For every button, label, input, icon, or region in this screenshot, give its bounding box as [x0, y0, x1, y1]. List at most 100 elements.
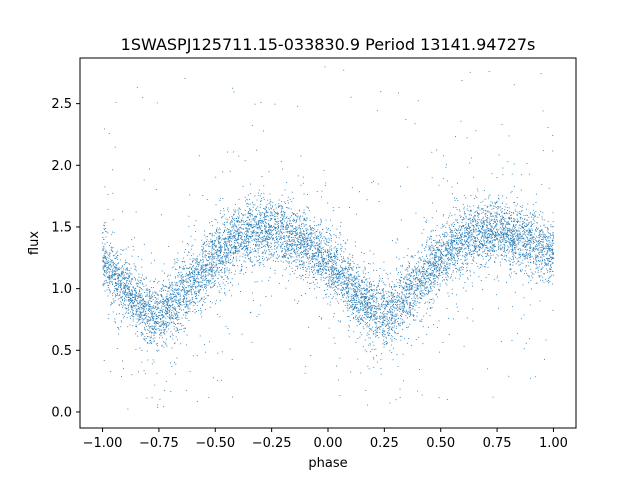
- data-point: [144, 304, 146, 306]
- data-point: [253, 230, 255, 232]
- data-point: [381, 324, 383, 326]
- data-point: [278, 227, 279, 229]
- data-point: [492, 234, 494, 236]
- data-point: [303, 261, 305, 263]
- data-point: [215, 219, 217, 221]
- data-point: [449, 247, 451, 249]
- data-point: [542, 260, 544, 261]
- data-point: [333, 313, 335, 315]
- data-point: [383, 300, 384, 302]
- data-point: [436, 247, 438, 249]
- data-point: [149, 297, 150, 299]
- data-point: [473, 216, 475, 218]
- data-point: [213, 240, 215, 242]
- data-point: [464, 255, 466, 257]
- data-point: [423, 217, 425, 218]
- data-point: [373, 344, 375, 346]
- data-point: [240, 263, 242, 265]
- data-point: [302, 251, 304, 252]
- data-point: [366, 296, 368, 298]
- data-point: [120, 320, 122, 322]
- data-point: [234, 211, 236, 213]
- data-point: [303, 279, 305, 281]
- data-point: [201, 305, 203, 306]
- data-point: [538, 276, 540, 278]
- data-point: [172, 293, 174, 295]
- data-point: [242, 228, 244, 230]
- data-point: [201, 272, 202, 274]
- data-point: [281, 168, 283, 170]
- data-point: [258, 219, 260, 221]
- data-point: [324, 262, 326, 264]
- data-point: [124, 312, 126, 314]
- data-point: [189, 272, 191, 274]
- data-point: [361, 296, 363, 298]
- data-point: [356, 311, 358, 313]
- data-point: [289, 239, 291, 241]
- data-point: [172, 321, 174, 323]
- data-point: [289, 222, 291, 224]
- data-point: [416, 294, 418, 296]
- data-point: [219, 250, 220, 252]
- data-point: [264, 218, 266, 220]
- data-point: [288, 244, 290, 245]
- data-point: [482, 251, 484, 253]
- data-point: [475, 243, 477, 245]
- data-point: [295, 261, 297, 263]
- data-point: [116, 250, 118, 252]
- data-point: [221, 271, 223, 273]
- data-point: [540, 268, 542, 270]
- data-point: [325, 268, 327, 270]
- data-point: [158, 325, 160, 327]
- data-point: [138, 319, 140, 321]
- data-point: [200, 307, 201, 309]
- data-point: [511, 243, 513, 245]
- data-point: [543, 273, 545, 275]
- data-point: [160, 301, 162, 303]
- data-point: [422, 285, 424, 287]
- data-point: [483, 229, 485, 231]
- data-point: [484, 250, 486, 252]
- data-point: [245, 233, 247, 235]
- data-point: [313, 256, 314, 258]
- data-point: [549, 243, 551, 245]
- data-point: [436, 327, 438, 328]
- data-point: [356, 267, 357, 269]
- data-point: [123, 264, 125, 266]
- data-point: [539, 259, 541, 261]
- data-point: [426, 281, 428, 283]
- data-point: [427, 275, 429, 276]
- data-point: [483, 240, 485, 242]
- data-point: [412, 308, 414, 310]
- data-point: [134, 237, 135, 239]
- data-point: [249, 218, 251, 220]
- data-point: [151, 310, 153, 312]
- data-point: [428, 284, 430, 286]
- data-point: [299, 264, 301, 266]
- data-point: [143, 322, 145, 324]
- data-point: [112, 263, 114, 265]
- data-point: [309, 233, 311, 234]
- data-point: [516, 246, 518, 248]
- data-point: [329, 258, 331, 260]
- data-point: [461, 219, 463, 221]
- data-point: [335, 235, 337, 237]
- data-point: [247, 241, 248, 242]
- data-point: [416, 268, 418, 270]
- data-point: [285, 254, 287, 256]
- data-point: [223, 272, 225, 274]
- data-point: [250, 236, 252, 237]
- data-point: [256, 199, 258, 201]
- data-point: [189, 272, 191, 274]
- data-point: [432, 248, 434, 250]
- data-point: [435, 274, 437, 276]
- data-point: [273, 252, 275, 253]
- data-point: [170, 331, 172, 333]
- data-point: [448, 253, 450, 255]
- data-point: [194, 239, 196, 241]
- data-point: [504, 247, 506, 249]
- data-point: [354, 317, 356, 319]
- data-point: [189, 263, 191, 265]
- data-point: [542, 236, 544, 238]
- data-point: [406, 284, 408, 286]
